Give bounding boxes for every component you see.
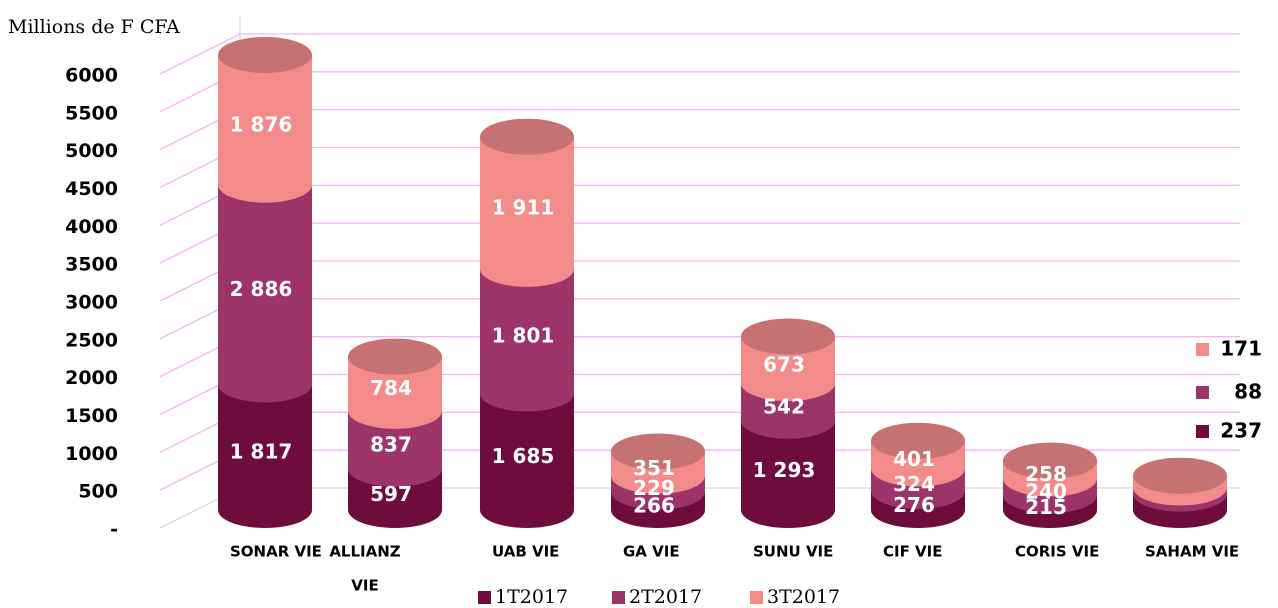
grid-line: [159, 109, 1240, 151]
y-tick-label: 5500: [65, 102, 118, 124]
x-tick-label: GA VIE: [623, 543, 680, 561]
value-label: 1 801: [492, 324, 555, 348]
y-tick-label: 4000: [65, 216, 118, 238]
bar-segment: [480, 136, 574, 287]
value-label: 542: [763, 394, 805, 418]
value-label: 401: [893, 447, 935, 471]
bar-segment: [218, 54, 312, 203]
value-label: 276: [893, 493, 935, 517]
y-tick-label: 1000: [65, 443, 118, 465]
value-label: 1 817: [230, 440, 293, 464]
x-tick-label: UAB VIE: [492, 543, 559, 561]
label-key: [1196, 386, 1209, 399]
grid-line: [159, 373, 1240, 416]
label-key: [1196, 343, 1209, 356]
y-tick-label: 4500: [65, 178, 118, 200]
y-tick-label: 2500: [65, 329, 118, 351]
value-label: 673: [763, 352, 805, 376]
value-label: 2 886: [230, 277, 293, 301]
x-tick-label: VIE: [351, 577, 378, 595]
bar-cap: [1133, 457, 1227, 494]
bar-cap: [611, 433, 705, 470]
y-tick-label: 3500: [65, 254, 118, 276]
grid-line: [159, 222, 1240, 264]
y-tick-label: -: [110, 519, 118, 541]
y-axis-label: Millions de F CFA: [8, 16, 180, 38]
bar-cap: [218, 36, 312, 73]
grid-line: [159, 71, 1240, 113]
label-key: [1196, 425, 1209, 438]
grid-line: [159, 146, 1240, 189]
bar-segment: [741, 420, 835, 528]
legend-key: [478, 591, 491, 604]
value-label: 237: [1220, 419, 1262, 443]
bar-segment: [218, 184, 312, 403]
x-tick-label: CIF VIE: [883, 543, 943, 561]
x-tick-label: SONAR VIE: [230, 543, 322, 561]
value-label: 229: [633, 476, 675, 500]
value-label: 215: [1025, 495, 1067, 519]
bar-segment: [480, 268, 574, 412]
legend-label: 1T2017: [495, 586, 568, 608]
legend-key: [750, 591, 763, 604]
grid-line: [159, 336, 1240, 378]
y-tick-label: 6000: [65, 65, 118, 87]
value-label: 240: [1025, 479, 1067, 503]
x-tick-label: SUNU VIE: [753, 543, 833, 561]
grid-line: [159, 33, 1240, 75]
bar-segment: [218, 384, 312, 528]
y-tick-label: 500: [78, 481, 118, 503]
bar-cap: [1003, 442, 1097, 479]
y-tick-label: 3000: [65, 292, 118, 314]
x-tick-label: CORIS VIE: [1015, 543, 1099, 561]
grid-line: [159, 184, 1240, 226]
y-tick-label: 1500: [65, 405, 118, 427]
value-label: 784: [370, 376, 412, 400]
value-label: 1 685: [492, 444, 555, 468]
grid-line: [159, 298, 1240, 340]
y-tick-label: 5000: [65, 140, 118, 162]
bar-cap: [480, 118, 574, 155]
bar-cap: [348, 338, 442, 375]
value-label: 597: [370, 482, 412, 506]
value-label: 1 876: [230, 112, 293, 136]
legend-label: 2T2017: [629, 586, 702, 608]
legend-key: [612, 591, 625, 604]
bar-segment: [348, 410, 442, 487]
bar-segment: [348, 356, 442, 429]
value-label: 324: [893, 472, 935, 496]
value-label: 266: [633, 493, 675, 517]
bar-cap: [741, 318, 835, 355]
y-tick-label: 2000: [65, 367, 118, 389]
value-label: 88: [1234, 380, 1262, 404]
value-label: 351: [633, 456, 675, 480]
value-label: 837: [370, 432, 412, 456]
legend-label: 3T2017: [767, 586, 840, 608]
value-label: 171: [1220, 337, 1262, 361]
bar-segment: [480, 393, 574, 528]
grid-line: [159, 260, 1240, 302]
value-label: 258: [1025, 462, 1067, 486]
x-tick-label: ALLIANZ: [329, 543, 400, 561]
value-label: 1 293: [753, 458, 816, 482]
bar-segment: [741, 336, 835, 402]
x-tick-label: SAHAM VIE: [1145, 543, 1239, 561]
value-label: 1 911: [492, 195, 555, 219]
bar-cap: [871, 422, 965, 459]
